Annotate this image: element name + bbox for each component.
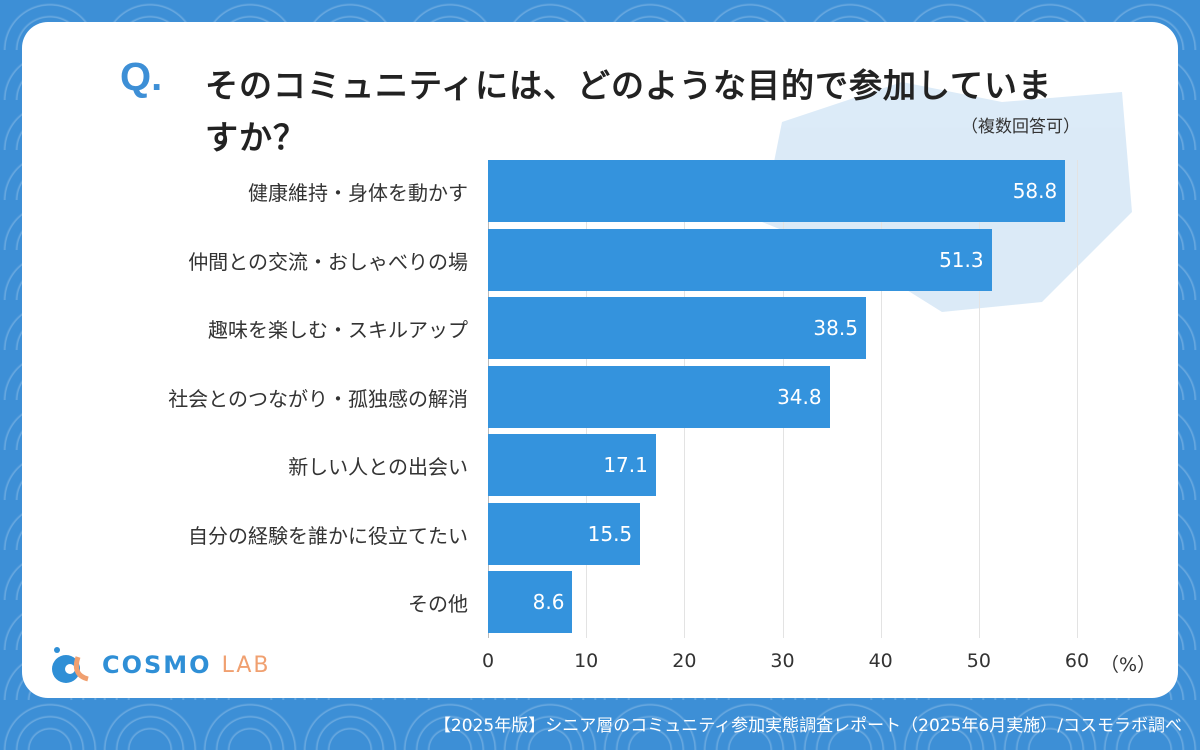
x-tick-label: 30: [770, 650, 795, 672]
bar-value-label: 8.6: [532, 590, 565, 614]
x-tick-label: 20: [672, 650, 697, 672]
bar-value-label: 38.5: [813, 316, 858, 340]
bar: [488, 434, 656, 496]
page-title: そのコミュニティには、どのような目的で参加していますか？: [205, 66, 1053, 157]
category-label: その他: [408, 592, 468, 616]
bar-value-label: 15.5: [587, 521, 633, 546]
category-label: 社会とのつながり・孤独感の解消: [168, 386, 468, 411]
bar-value-label: 58.8: [1012, 179, 1058, 203]
x-tick-label: 0: [481, 650, 495, 672]
x-tick-label: 40: [868, 650, 893, 672]
bar: [488, 365, 830, 428]
category-label: 自分の経験を誰かに役立てたい: [188, 523, 468, 548]
logo-mark-icon: [52, 647, 89, 683]
bar: [488, 502, 641, 565]
x-tick-label: 50: [966, 650, 991, 672]
question-mark: Q.: [120, 55, 163, 99]
bar-value-label: 17.1: [603, 453, 648, 477]
x-tick-label: 10: [574, 650, 599, 672]
x-axis-unit: （%）: [1100, 654, 1157, 676]
bar: [488, 571, 573, 633]
bar-value-label: 51.3: [939, 247, 984, 272]
bar: [488, 160, 1066, 222]
bar: [488, 228, 992, 291]
x-tick-label: 60: [1064, 650, 1090, 672]
category-label: 健康維持・身体を動かす: [248, 181, 468, 205]
logo-text-lab: LAB: [221, 652, 271, 678]
gridline: [880, 160, 882, 638]
category-label: 仲間との交流・おしゃべりの場: [188, 249, 468, 274]
gridline: [1077, 160, 1078, 638]
cosmo-lab-logo: COSMO LAB: [48, 645, 271, 685]
footer-source: 【2025年版】シニア層のコミュニティ参加実態調査レポート（2025年6月実施）…: [433, 716, 1182, 736]
logo-text-cosmo: COSMO: [102, 651, 212, 679]
bar-value-label: 34.8: [777, 384, 822, 409]
bar: [488, 297, 866, 359]
gridline: [978, 160, 980, 638]
category-label: 趣味を楽しむ・スキルアップ: [208, 318, 468, 342]
category-label: 新しい人との出会い: [288, 455, 468, 479]
multiple-answer-note: （複数回答可）: [961, 117, 1080, 137]
